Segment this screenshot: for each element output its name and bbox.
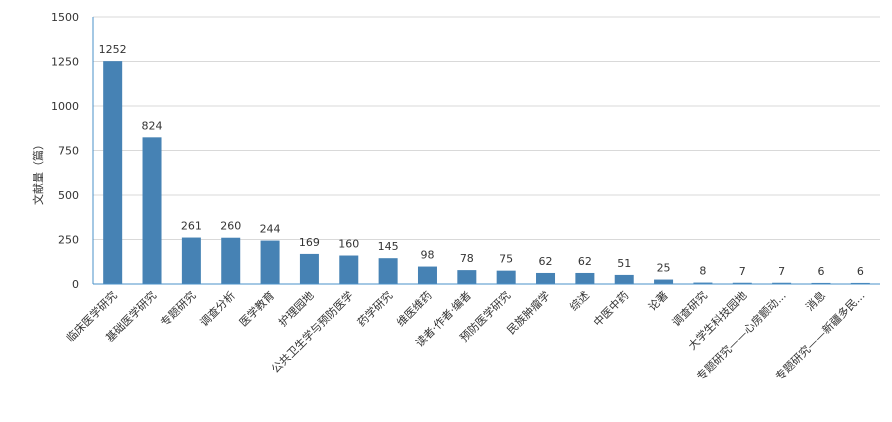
bar [772,282,792,284]
gridlines [93,16,880,240]
data-label: 169 [299,236,320,249]
x-tick-label: 药学研究 [354,288,395,329]
bar [339,255,359,284]
y-tick-label: 750 [58,145,79,158]
data-label: 7 [778,265,785,278]
data-label: 824 [142,119,163,132]
data-label: 75 [499,253,513,266]
bar [850,282,870,284]
bar [103,61,123,285]
bar [732,282,752,284]
x-tick-label: 综述 [567,288,592,313]
data-label: 62 [578,255,592,268]
data-label: 260 [220,220,241,233]
data-label: 98 [420,249,434,262]
x-tick-label: 中医中药 [591,289,631,329]
bar [811,282,831,284]
data-label: 25 [657,262,671,275]
y-tick-label: 250 [58,234,79,247]
bar [457,270,477,284]
data-label: 1252 [99,43,127,56]
data-label: 261 [181,220,202,233]
y-axis-label: 文献量（篇） [31,139,45,205]
x-tick-label: 专题研究 [157,288,198,329]
x-tick-label: 民族肿瘤学 [504,288,553,337]
bars [103,61,870,285]
x-tick-label: 消息 [803,288,828,313]
data-label: 6 [857,265,864,278]
x-tick-label: 护理园地 [276,288,317,329]
bar [299,253,319,284]
y-axis-ticks: 0 250 500 750 1000 1250 1500 [51,11,79,291]
data-labels: 1252 824 261 260 244 169 160 145 98 78 75 62 62 51 25 8… [99,43,864,278]
bar [417,266,437,284]
y-tick-label: 500 [58,189,79,202]
bar [221,237,241,284]
y-tick-label: 1000 [51,100,79,113]
data-label: 160 [338,238,359,251]
y-tick-label: 1250 [51,56,79,69]
y-tick-label: 1500 [51,11,79,24]
data-label: 62 [539,255,553,268]
data-label: 78 [460,252,474,265]
data-label: 8 [699,265,706,278]
bar [260,240,280,284]
bar [181,237,201,284]
data-label: 145 [378,240,399,253]
bar [693,282,713,284]
bar [378,258,398,284]
data-label: 244 [260,223,281,236]
bar [536,272,556,284]
x-tick-label: 论著 [645,288,670,313]
x-tick-label: 调查研究 [669,288,710,329]
data-label: 7 [739,265,746,278]
x-tick-label: 调查分析 [197,288,238,329]
bar [496,270,516,284]
bar [614,274,634,284]
x-tick-label: 医学教育 [236,288,277,329]
data-label: 51 [617,257,631,270]
bar [654,279,674,284]
y-tick-label: 0 [72,278,79,291]
bar [575,272,595,284]
data-label: 6 [817,265,824,278]
x-tick-label: 维医维药 [394,289,434,329]
bar [142,137,162,284]
